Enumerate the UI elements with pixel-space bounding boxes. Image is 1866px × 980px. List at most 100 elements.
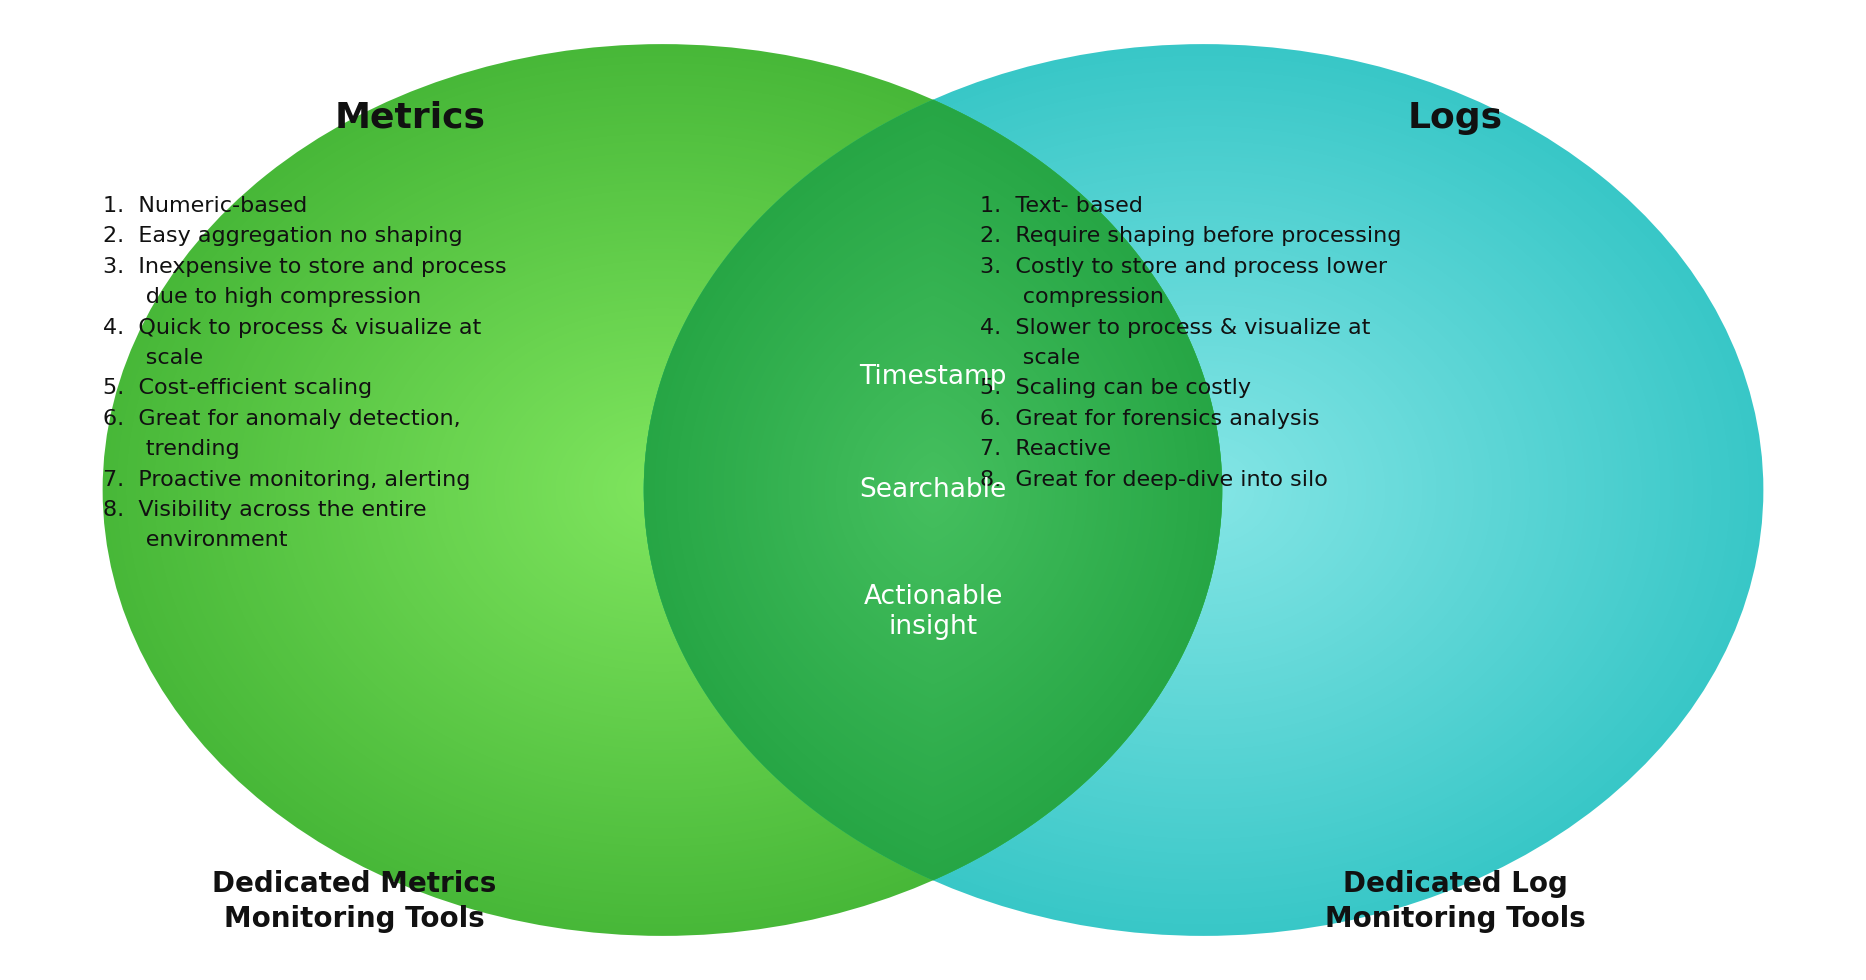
- Ellipse shape: [1105, 412, 1301, 568]
- Polygon shape: [832, 354, 1034, 626]
- Polygon shape: [756, 251, 1110, 729]
- Ellipse shape: [993, 322, 1414, 658]
- Polygon shape: [646, 103, 1220, 877]
- Ellipse shape: [153, 85, 1172, 895]
- Polygon shape: [717, 197, 1149, 783]
- Polygon shape: [644, 100, 1222, 880]
- Ellipse shape: [284, 189, 1041, 791]
- Ellipse shape: [582, 427, 741, 553]
- Polygon shape: [883, 421, 983, 559]
- Ellipse shape: [575, 419, 750, 561]
- Polygon shape: [761, 259, 1105, 721]
- Polygon shape: [750, 243, 1116, 737]
- Polygon shape: [924, 477, 942, 503]
- Polygon shape: [726, 211, 1140, 769]
- Ellipse shape: [442, 316, 881, 664]
- Polygon shape: [655, 115, 1211, 865]
- Polygon shape: [737, 226, 1129, 754]
- Polygon shape: [909, 458, 957, 522]
- Ellipse shape: [881, 233, 1526, 747]
- Polygon shape: [886, 428, 980, 552]
- Polygon shape: [763, 261, 1103, 719]
- Polygon shape: [799, 310, 1067, 670]
- Ellipse shape: [470, 338, 853, 642]
- Ellipse shape: [761, 137, 1646, 843]
- Ellipse shape: [1039, 360, 1366, 620]
- Ellipse shape: [517, 374, 806, 606]
- Polygon shape: [728, 214, 1138, 766]
- Ellipse shape: [843, 204, 1562, 776]
- Polygon shape: [802, 315, 1064, 665]
- Polygon shape: [735, 223, 1131, 757]
- Polygon shape: [829, 349, 1037, 631]
- Polygon shape: [886, 426, 980, 554]
- Polygon shape: [694, 168, 1172, 812]
- Polygon shape: [856, 386, 1010, 594]
- Ellipse shape: [821, 185, 1586, 795]
- Ellipse shape: [237, 152, 1086, 828]
- Ellipse shape: [545, 397, 780, 583]
- Polygon shape: [683, 153, 1183, 827]
- Polygon shape: [659, 120, 1207, 860]
- Ellipse shape: [280, 185, 1045, 795]
- Polygon shape: [670, 134, 1196, 846]
- Ellipse shape: [299, 200, 1026, 780]
- Ellipse shape: [1191, 479, 1217, 501]
- Ellipse shape: [116, 55, 1209, 925]
- Polygon shape: [720, 204, 1146, 776]
- Polygon shape: [899, 445, 967, 535]
- Ellipse shape: [383, 268, 942, 713]
- Ellipse shape: [1120, 423, 1288, 557]
- Polygon shape: [666, 129, 1200, 851]
- Ellipse shape: [974, 308, 1433, 672]
- Ellipse shape: [368, 256, 955, 724]
- Ellipse shape: [224, 141, 1101, 839]
- Polygon shape: [894, 436, 972, 544]
- Ellipse shape: [411, 289, 914, 691]
- Polygon shape: [877, 416, 989, 564]
- Ellipse shape: [187, 111, 1138, 869]
- Ellipse shape: [289, 193, 1036, 787]
- Polygon shape: [853, 382, 1013, 598]
- Polygon shape: [648, 105, 1218, 875]
- Ellipse shape: [1101, 409, 1306, 571]
- Polygon shape: [834, 357, 1032, 623]
- Polygon shape: [683, 152, 1183, 828]
- Polygon shape: [847, 373, 1019, 607]
- Ellipse shape: [649, 48, 1758, 932]
- Polygon shape: [815, 330, 1051, 650]
- Polygon shape: [802, 315, 1064, 665]
- Polygon shape: [801, 311, 1065, 669]
- Polygon shape: [677, 145, 1189, 835]
- Ellipse shape: [377, 264, 946, 716]
- Ellipse shape: [806, 174, 1599, 806]
- Ellipse shape: [177, 104, 1148, 876]
- Polygon shape: [687, 158, 1179, 822]
- Ellipse shape: [1092, 401, 1316, 579]
- Polygon shape: [836, 360, 1030, 620]
- Polygon shape: [890, 431, 976, 549]
- Polygon shape: [687, 158, 1179, 822]
- Ellipse shape: [489, 353, 834, 627]
- Ellipse shape: [162, 92, 1161, 888]
- Polygon shape: [791, 298, 1075, 682]
- Polygon shape: [692, 165, 1174, 815]
- Ellipse shape: [476, 341, 849, 639]
- Ellipse shape: [957, 293, 1450, 687]
- Polygon shape: [745, 236, 1121, 744]
- Polygon shape: [864, 397, 1002, 583]
- Ellipse shape: [620, 457, 705, 523]
- Polygon shape: [661, 122, 1205, 858]
- Ellipse shape: [485, 349, 840, 631]
- Ellipse shape: [933, 274, 1474, 706]
- Ellipse shape: [1172, 464, 1235, 516]
- Ellipse shape: [718, 104, 1689, 876]
- Polygon shape: [670, 135, 1196, 845]
- Ellipse shape: [183, 107, 1142, 873]
- Polygon shape: [931, 487, 935, 493]
- Polygon shape: [926, 480, 940, 500]
- Ellipse shape: [1011, 338, 1396, 642]
- Ellipse shape: [662, 59, 1745, 921]
- Text: 1.  Numeric-based
2.  Easy aggregation no shaping
3.  Inexpensive to store and p: 1. Numeric-based 2. Easy aggregation no …: [103, 196, 506, 551]
- Ellipse shape: [668, 63, 1739, 917]
